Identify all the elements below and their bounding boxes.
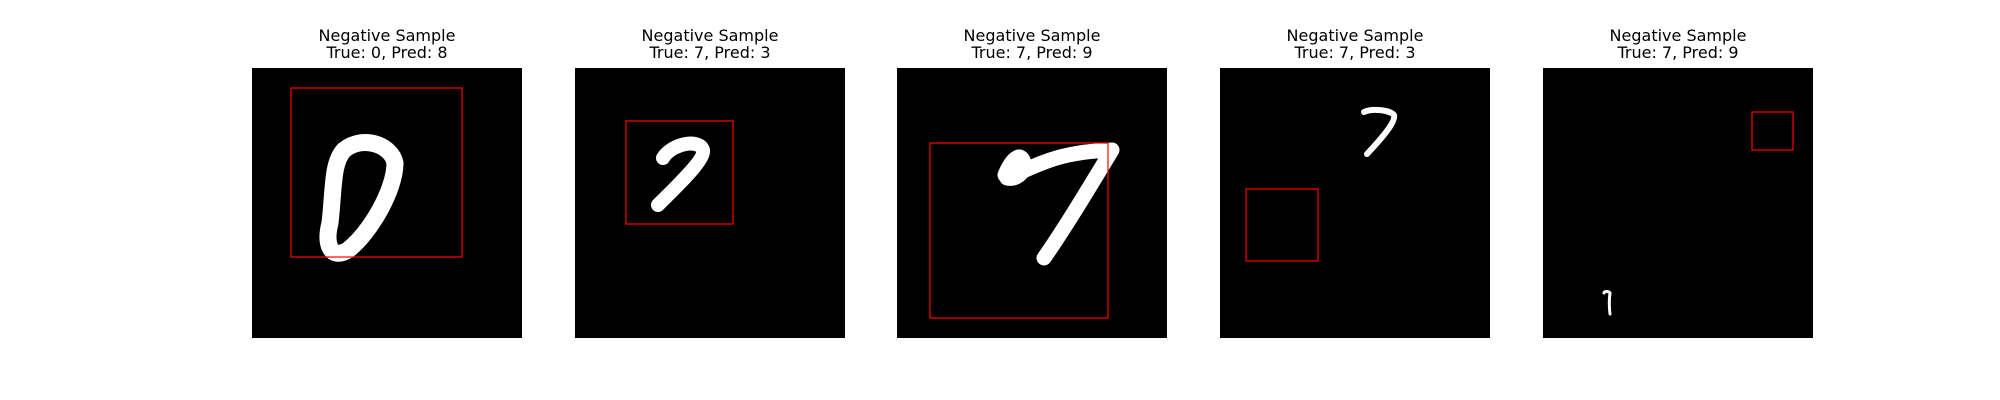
panel-subtitle: True: 7, Pred: 3 [1294,43,1416,62]
panel-subtitle: True: 7, Pred: 3 [649,43,771,62]
panel-title: Negative Sample True: 7, Pred: 3 [535,27,885,61]
digit-image-canvas [290,87,463,262]
digit-stroke [651,136,710,212]
digit-stroke [1361,106,1398,157]
panel-heading: Negative Sample [1286,26,1424,45]
digit-image [252,68,522,338]
panel-title: Negative Sample True: 7, Pred: 9 [857,27,1207,61]
digit-image-canvas [929,142,1120,319]
bounding-box [1245,188,1319,262]
bounding-box [1751,111,1794,151]
panel-heading: Negative Sample [963,26,1101,45]
bounding-box [929,142,1109,319]
sample-panel-2: Negative Sample True: 7, Pred: 3 [575,0,845,400]
panel-subtitle: True: 7, Pred: 9 [1617,43,1739,62]
bounding-box [290,87,463,258]
panel-heading: Negative Sample [318,26,456,45]
sample-panel-5: Negative Sample True: 7, Pred: 9 [1543,0,1813,400]
sample-panel-1: Negative Sample True: 0, Pred: 8 [252,0,522,400]
digit-image [897,68,1167,338]
digit-image [1220,68,1490,338]
digit-image-canvas [1602,111,1794,316]
digit-image [1543,68,1813,338]
panel-heading: Negative Sample [1609,26,1747,45]
digit-stroke [1602,290,1612,316]
bounding-box [625,120,734,225]
panel-heading: Negative Sample [641,26,779,45]
digit-image-canvas [1245,106,1398,262]
panel-title: Negative Sample True: 7, Pred: 3 [1180,27,1530,61]
panel-title: Negative Sample True: 0, Pred: 8 [212,27,562,61]
panel-subtitle: True: 0, Pred: 8 [326,43,448,62]
digit-image [575,68,845,338]
digit-image-canvas [625,120,734,225]
sample-panel-3: Negative Sample True: 7, Pred: 9 [897,0,1167,400]
digit-stroke [319,134,404,262]
digit-stroke [997,142,1120,266]
sample-panel-4: Negative Sample True: 7, Pred: 3 [1220,0,1490,400]
panel-subtitle: True: 7, Pred: 9 [971,43,1093,62]
panel-title: Negative Sample True: 7, Pred: 9 [1503,27,1853,61]
